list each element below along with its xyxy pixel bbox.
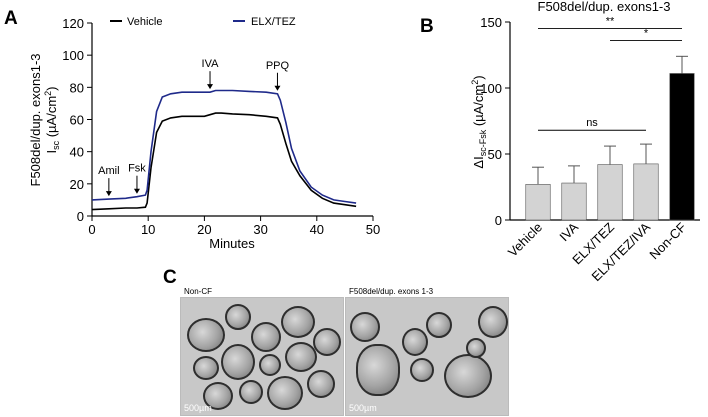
line-x-ticks: 0 10 20 30 40 50: [88, 216, 380, 237]
organoid: [350, 312, 380, 342]
micrograph-f508del: 500µm: [345, 297, 509, 416]
organoid: [478, 306, 508, 338]
organoid: [285, 342, 317, 372]
organoid: [225, 304, 251, 330]
bar-elx-tez-iva: [633, 163, 659, 221]
line-chart: 0 20 40 60 80 100 120 0 10 20 30 40 50 F508del/dup.…: [28, 16, 380, 251]
bar-x-label: IVA: [556, 219, 581, 244]
line-x-tick-label: 40: [310, 222, 324, 237]
bar-title: F508del/dup. exons1-3: [538, 0, 671, 14]
annotation-arrowhead: [105, 191, 112, 197]
scale-bar-label: 500µm: [184, 403, 212, 413]
annotation-arrowhead: [274, 85, 281, 91]
line-y-tick-label: 120: [62, 16, 84, 31]
line-x-tick-label: 50: [366, 222, 380, 237]
organoid: [444, 354, 492, 398]
bar-non-cf: [669, 73, 695, 221]
line-ylabel-line1: F508del/dup. exons1-3: [28, 54, 43, 187]
bar-elx-tez: [597, 164, 623, 221]
line-x-tick-label: 0: [88, 222, 95, 237]
organoid: [426, 312, 452, 338]
organoid: [203, 382, 233, 410]
bar-iva: [561, 182, 587, 221]
organoid: [356, 344, 400, 396]
bar-vehicle: [525, 184, 551, 221]
organoid: [193, 356, 219, 380]
panel-c-letter: C: [163, 267, 177, 288]
line-series-group: [91, 89, 357, 211]
organoid: [221, 344, 255, 380]
significance-label: *: [644, 27, 649, 39]
annotation-label: Amil: [98, 165, 119, 177]
legend-label-elx-tez: ELX/TEZ: [251, 16, 296, 28]
micrograph-label-non-cf: Non-CF: [184, 287, 213, 296]
micrograph-label-f508del: F508del/dup. exons 1-3: [349, 287, 434, 296]
organoid: [251, 322, 281, 352]
panel-a-letter: A: [4, 8, 18, 29]
line-y-tick-label: 20: [70, 177, 84, 192]
line-y-tick-label: 100: [62, 48, 84, 63]
line-y-tick-label: 0: [77, 209, 84, 224]
bar-significance: ns***: [538, 16, 682, 131]
line-x-tick-label: 30: [253, 222, 267, 237]
organoid: [259, 354, 281, 376]
line-y-tick-label: 80: [70, 80, 84, 95]
line-x-tick-label: 10: [141, 222, 155, 237]
organoid: [466, 338, 486, 358]
organoid: [313, 328, 341, 356]
line-annotations: Amil Fsk IVA PPQ: [98, 58, 290, 197]
bar-x-label: Non-CF: [646, 219, 689, 262]
annotation-arrowhead: [207, 84, 214, 90]
legend-label-vehicle: Vehicle: [127, 16, 162, 28]
panel-b-letter: B: [420, 16, 434, 37]
micrograph-non-cf: 500µm: [180, 297, 344, 416]
organoid: [281, 306, 315, 338]
annotation-label: Fsk: [128, 163, 146, 175]
annotation-label: IVA: [202, 58, 220, 70]
organoid: [187, 318, 225, 352]
bar-y-tick-label: 100: [480, 81, 502, 96]
line-legend: Vehicle ELX/TEZ: [110, 16, 296, 28]
organoid: [307, 370, 335, 398]
series-line-vehicle: [91, 112, 357, 211]
organoid: [410, 358, 434, 382]
annotation-label: PPQ: [266, 60, 290, 72]
bar-y-ticks: 0 50 100 150: [480, 15, 510, 228]
bar-y-tick-label: 0: [495, 213, 502, 228]
series-line-elx-tez: [91, 89, 357, 204]
bar-y-tick-label: 50: [488, 147, 502, 162]
organoid: [267, 376, 303, 410]
line-xlabel: Minutes: [209, 236, 255, 251]
line-y-tick-label: 60: [70, 113, 84, 128]
bar-marks: [525, 55, 695, 221]
bar-y-tick-label: 150: [480, 15, 502, 30]
significance-label: **: [606, 16, 615, 28]
bar-chart: F508del/dup. exons1-3 0 50 100 150 ΔIsc-Fsk…: [470, 0, 700, 284]
line-x-tick-label: 20: [197, 222, 211, 237]
annotation-arrowhead: [133, 188, 140, 194]
organoid: [402, 328, 428, 356]
bar-x-label: Vehicle: [505, 220, 545, 260]
scale-bar-label: 500µm: [349, 403, 377, 413]
significance-label: ns: [586, 117, 598, 129]
line-y-ticks: 0 20 40 60 80 100 120: [62, 16, 92, 224]
line-y-tick-label: 40: [70, 145, 84, 160]
organoid: [239, 380, 263, 404]
bar-ylabel: ΔIsc-Fsk (µA/cm2): [470, 75, 488, 168]
line-ylabel-line2: Isc (µA/cm2): [43, 86, 61, 153]
